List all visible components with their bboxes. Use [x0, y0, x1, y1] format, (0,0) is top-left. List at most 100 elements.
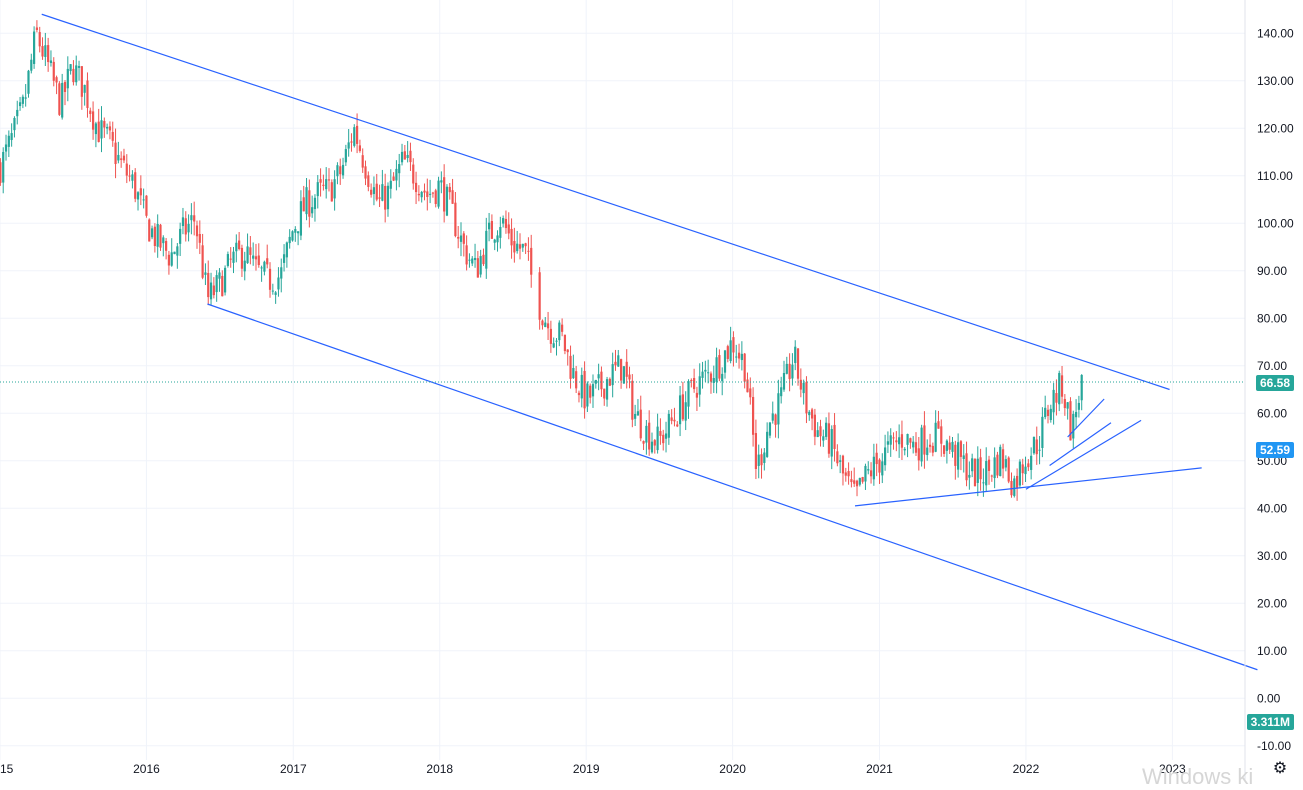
- os-activation-watermark: Windows ki: [1142, 764, 1254, 789]
- last-price-badge: 66.58: [1255, 375, 1294, 391]
- candle-body: [153, 226, 156, 247]
- candle-body: [75, 65, 78, 83]
- candle-body: [603, 388, 606, 399]
- price-tick-label: 100.00: [1257, 216, 1294, 230]
- candle-body: [1052, 389, 1055, 413]
- candle-body: [614, 361, 617, 366]
- candle-body: [370, 189, 373, 195]
- trendline[interactable]: [1067, 398, 1105, 438]
- candle-body: [1060, 375, 1064, 397]
- candle-body: [712, 378, 715, 383]
- candle-body: [80, 66, 83, 97]
- candle-body: [605, 379, 609, 400]
- candle-body: [1041, 416, 1044, 448]
- candle-body: [538, 272, 541, 320]
- candle-body: [575, 371, 578, 389]
- candle-body: [628, 374, 631, 380]
- trendline-layer[interactable]: [41, 13, 1258, 671]
- candle-body: [619, 359, 623, 381]
- candle-body: [1018, 461, 1022, 486]
- candle-body: [49, 60, 53, 64]
- candle-body: [903, 448, 906, 451]
- candle-body: [249, 247, 252, 255]
- candle-body: [782, 373, 786, 390]
- candle-body: [330, 182, 333, 202]
- candle-body: [1038, 449, 1041, 451]
- candle-body: [0, 162, 2, 183]
- candle-body: [721, 373, 724, 382]
- candle-body: [277, 277, 280, 290]
- candle-body: [117, 154, 120, 161]
- time-tick-label: 2017: [280, 762, 307, 776]
- price-tick-label: -10.00: [1257, 739, 1291, 753]
- candle-body: [212, 285, 215, 296]
- candle-body: [920, 427, 923, 462]
- candle-body: [319, 179, 322, 183]
- candle-body: [566, 349, 569, 353]
- candle-body: [737, 352, 741, 359]
- trendline[interactable]: [41, 13, 1170, 391]
- candle-body: [746, 379, 749, 393]
- candle-body: [187, 223, 190, 233]
- candle-body: [690, 380, 693, 382]
- candle-body: [344, 149, 347, 163]
- time-axis[interactable]: 2015 2016 2017 2018 2019 2020 2021 2022 2023: [0, 762, 1186, 776]
- candle-body: [836, 451, 839, 464]
- candle-body: [516, 243, 519, 252]
- candle-body: [339, 166, 342, 175]
- candle-body: [100, 120, 103, 139]
- time-tick-label: 2022: [1013, 762, 1040, 776]
- candle-body: [678, 395, 682, 425]
- candle-layer: [0, 20, 1083, 501]
- candle-body: [372, 187, 376, 195]
- candle-body: [86, 80, 89, 108]
- candle-body: [485, 230, 488, 269]
- candle-body: [693, 377, 696, 390]
- candle-body: [381, 184, 384, 201]
- candle-body: [979, 457, 982, 480]
- candle-body: [926, 447, 929, 456]
- candle-body: [403, 151, 406, 160]
- candle-body: [569, 355, 572, 379]
- candle-body: [931, 445, 934, 453]
- trendline[interactable]: [1049, 422, 1112, 466]
- candle-body: [937, 421, 940, 429]
- price-tick-label: 120.00: [1257, 121, 1294, 135]
- candle-body: [487, 222, 491, 230]
- candle-body: [223, 267, 227, 293]
- candle-body: [238, 240, 241, 250]
- candle-body: [145, 195, 148, 216]
- candle-body: [285, 242, 288, 258]
- candle-body: [327, 179, 331, 181]
- candle-body: [63, 82, 67, 92]
- trendline[interactable]: [207, 303, 1258, 671]
- candle-body: [55, 77, 58, 83]
- candle-body: [434, 190, 437, 204]
- trendline[interactable]: [1025, 419, 1142, 490]
- candle-body: [507, 224, 510, 234]
- candle-body: [412, 164, 415, 184]
- candle-body: [510, 228, 513, 246]
- candle-body: [667, 413, 670, 438]
- candle-body: [853, 480, 856, 484]
- candle-body: [333, 179, 336, 199]
- candle-body: [263, 261, 266, 272]
- candle-body: [934, 422, 937, 452]
- candle-body: [299, 201, 303, 236]
- trendline[interactable]: [854, 467, 1202, 507]
- candle-body: [103, 121, 106, 128]
- settings-gear-icon[interactable]: ⚙: [1272, 760, 1288, 777]
- candle-body: [830, 429, 833, 457]
- candle-body: [268, 268, 272, 290]
- candle-body: [549, 328, 552, 344]
- candle-body: [709, 373, 713, 382]
- candle-body: [636, 411, 640, 416]
- price-tick-label: 0.00: [1257, 691, 1281, 705]
- candle-body: [221, 275, 224, 297]
- candle-body: [841, 455, 845, 474]
- price-tick-label: 70.00: [1257, 359, 1287, 373]
- candle-body: [260, 267, 263, 269]
- candle-body: [459, 235, 463, 242]
